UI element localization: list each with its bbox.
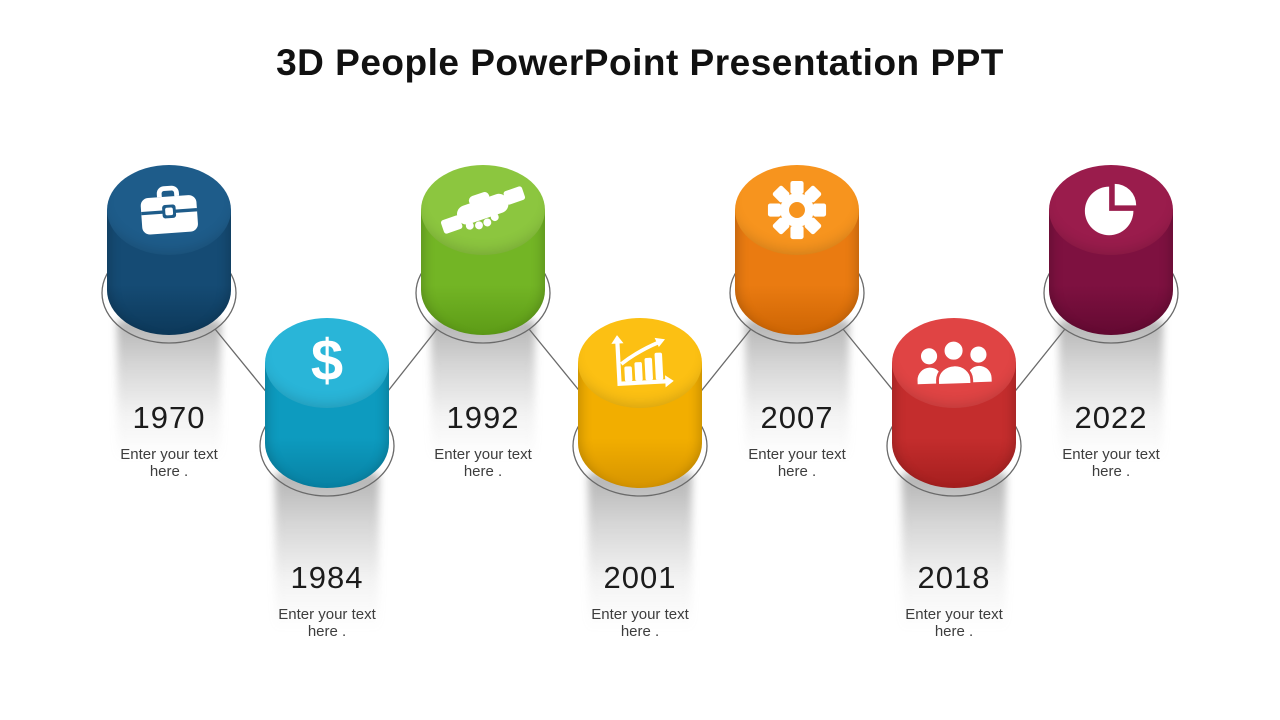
briefcase-icon (140, 185, 198, 235)
timeline-label: 2001 Enter your text here . (550, 560, 730, 640)
cylinder-shadow (275, 473, 379, 658)
people-group-icon (917, 338, 992, 387)
cylinder-shadow (1059, 320, 1163, 485)
cylinder-shadow (588, 473, 692, 658)
timeline-label: 1984 Enter your text here . (237, 560, 417, 640)
cylinder (578, 318, 702, 488)
cylinder: $ (265, 318, 389, 488)
text-placeholder[interactable]: Enter your text here . (120, 446, 218, 480)
year-label: 1992 (446, 400, 520, 435)
cylinder (1049, 165, 1173, 335)
year-label: 2007 (760, 400, 834, 435)
text-placeholder[interactable]: Enter your text here . (591, 606, 689, 640)
pie-chart-icon (1084, 183, 1137, 236)
text-placeholder[interactable]: Enter your text here . (905, 606, 1003, 640)
timeline-label: 2018 Enter your text here . (864, 560, 1044, 640)
growth-chart-icon (611, 335, 674, 388)
text-placeholder[interactable]: Enter your text here . (748, 446, 846, 480)
cylinder-top: $ (265, 318, 389, 408)
cylinder-shadow (902, 473, 1006, 658)
cylinder-top (421, 165, 545, 255)
cylinder-top (892, 318, 1016, 408)
cylinder (892, 318, 1016, 488)
year-label: 1970 (132, 400, 206, 435)
timeline-label: 1970 Enter your text here . (79, 400, 259, 480)
cylinder (421, 165, 545, 335)
text-placeholder[interactable]: Enter your text here . (1062, 446, 1160, 480)
cylinder-shadow (745, 320, 849, 485)
cylinder-shadow (431, 320, 535, 485)
year-label: 2001 (603, 560, 677, 595)
year-label: 2018 (917, 560, 991, 595)
text-placeholder[interactable]: Enter your text here . (278, 606, 376, 640)
cylinder-top (735, 165, 859, 255)
handshake-icon (440, 186, 526, 234)
cylinder-shadow (117, 320, 221, 485)
cylinder-top (107, 165, 231, 255)
timeline-label: 2022 Enter your text here . (1021, 400, 1201, 480)
year-label: 2022 (1074, 400, 1148, 435)
cylinder-top (578, 318, 702, 408)
timeline-label: 2007 Enter your text here . (707, 400, 887, 480)
cylinder-top (1049, 165, 1173, 255)
cylinder (735, 165, 859, 335)
slide-title: 3D People PowerPoint Presentation PPT (276, 42, 1004, 83)
dollar-sign-icon: $ (310, 328, 344, 393)
timeline-label: 1992 Enter your text here . (393, 400, 573, 480)
gear-icon (767, 180, 827, 240)
text-placeholder[interactable]: Enter your text here . (434, 446, 532, 480)
cylinder (107, 165, 231, 335)
year-label: 1984 (290, 560, 364, 595)
